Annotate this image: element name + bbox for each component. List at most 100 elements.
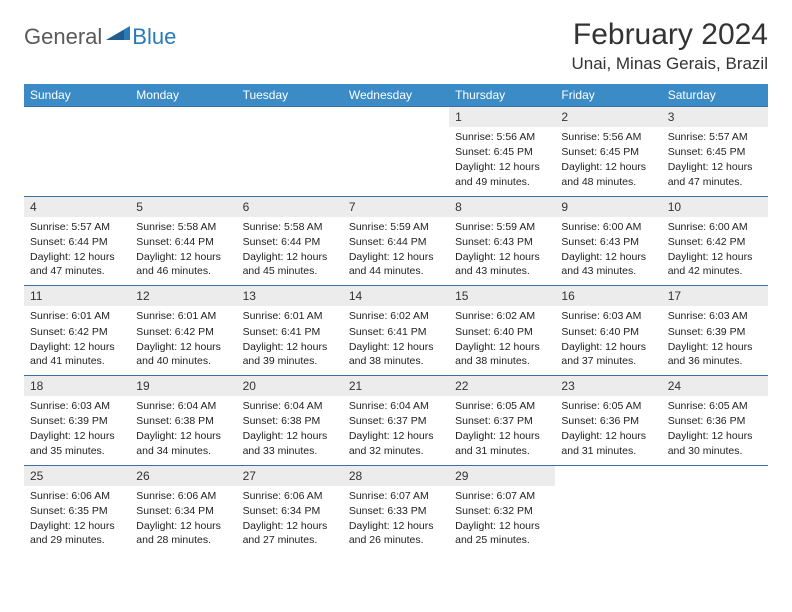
daylight-text: Daylight: 12 hours and 29 minutes. xyxy=(30,519,124,547)
sunset-text: Sunset: 6:37 PM xyxy=(455,414,549,428)
calendar-day-cell: 3Sunrise: 5:57 AMSunset: 6:45 PMDaylight… xyxy=(662,107,768,197)
sunrise-text: Sunrise: 6:03 AM xyxy=(668,309,762,323)
sunrise-text: Sunrise: 6:00 AM xyxy=(561,220,655,234)
daylight-text: Daylight: 12 hours and 33 minutes. xyxy=(243,429,337,457)
daylight-text: Daylight: 12 hours and 31 minutes. xyxy=(455,429,549,457)
sunrise-text: Sunrise: 6:04 AM xyxy=(349,399,443,413)
day-content: Sunrise: 5:56 AMSunset: 6:45 PMDaylight:… xyxy=(449,127,555,196)
daylight-text: Daylight: 12 hours and 48 minutes. xyxy=(561,160,655,188)
calendar-day-cell: 29Sunrise: 6:07 AMSunset: 6:32 PMDayligh… xyxy=(449,465,555,554)
sunset-text: Sunset: 6:45 PM xyxy=(668,145,762,159)
day-content: Sunrise: 5:57 AMSunset: 6:44 PMDaylight:… xyxy=(24,217,130,286)
day-content: Sunrise: 6:02 AMSunset: 6:40 PMDaylight:… xyxy=(449,306,555,375)
daylight-text: Daylight: 12 hours and 44 minutes. xyxy=(349,250,443,278)
calendar-week-row: 18Sunrise: 6:03 AMSunset: 6:39 PMDayligh… xyxy=(24,376,768,466)
sunrise-text: Sunrise: 5:59 AM xyxy=(455,220,549,234)
sunrise-text: Sunrise: 6:01 AM xyxy=(243,309,337,323)
calendar-day-cell xyxy=(662,465,768,554)
calendar-day-cell: 27Sunrise: 6:06 AMSunset: 6:34 PMDayligh… xyxy=(237,465,343,554)
calendar-day-cell: 25Sunrise: 6:06 AMSunset: 6:35 PMDayligh… xyxy=(24,465,130,554)
sunset-text: Sunset: 6:44 PM xyxy=(349,235,443,249)
day-content: Sunrise: 6:05 AMSunset: 6:37 PMDaylight:… xyxy=(449,396,555,465)
sunrise-text: Sunrise: 5:57 AM xyxy=(30,220,124,234)
calendar-day-cell: 24Sunrise: 6:05 AMSunset: 6:36 PMDayligh… xyxy=(662,376,768,466)
sunset-text: Sunset: 6:45 PM xyxy=(455,145,549,159)
day-content: Sunrise: 6:04 AMSunset: 6:37 PMDaylight:… xyxy=(343,396,449,465)
day-content: Sunrise: 5:58 AMSunset: 6:44 PMDaylight:… xyxy=(237,217,343,286)
day-content: Sunrise: 6:06 AMSunset: 6:35 PMDaylight:… xyxy=(24,486,130,555)
day-number: 9 xyxy=(555,197,661,217)
day-content: Sunrise: 6:03 AMSunset: 6:39 PMDaylight:… xyxy=(24,396,130,465)
calendar-week-row: 1Sunrise: 5:56 AMSunset: 6:45 PMDaylight… xyxy=(24,107,768,197)
sunset-text: Sunset: 6:39 PM xyxy=(30,414,124,428)
sunset-text: Sunset: 6:33 PM xyxy=(349,504,443,518)
weekday-header: Monday xyxy=(130,84,236,107)
weekday-header: Sunday xyxy=(24,84,130,107)
day-content: Sunrise: 6:00 AMSunset: 6:43 PMDaylight:… xyxy=(555,217,661,286)
sunrise-text: Sunrise: 6:01 AM xyxy=(136,309,230,323)
sunrise-text: Sunrise: 6:05 AM xyxy=(455,399,549,413)
day-number: 25 xyxy=(24,466,130,486)
calendar-day-cell: 20Sunrise: 6:04 AMSunset: 6:38 PMDayligh… xyxy=(237,376,343,466)
sunset-text: Sunset: 6:45 PM xyxy=(561,145,655,159)
sunrise-text: Sunrise: 5:59 AM xyxy=(349,220,443,234)
calendar-week-row: 4Sunrise: 5:57 AMSunset: 6:44 PMDaylight… xyxy=(24,196,768,286)
day-content: Sunrise: 6:00 AMSunset: 6:42 PMDaylight:… xyxy=(662,217,768,286)
sunset-text: Sunset: 6:43 PM xyxy=(455,235,549,249)
day-number: 27 xyxy=(237,466,343,486)
calendar-day-cell: 15Sunrise: 6:02 AMSunset: 6:40 PMDayligh… xyxy=(449,286,555,376)
day-number: 26 xyxy=(130,466,236,486)
sunset-text: Sunset: 6:40 PM xyxy=(455,325,549,339)
day-content: Sunrise: 6:07 AMSunset: 6:33 PMDaylight:… xyxy=(343,486,449,555)
calendar-day-cell: 6Sunrise: 5:58 AMSunset: 6:44 PMDaylight… xyxy=(237,196,343,286)
daylight-text: Daylight: 12 hours and 40 minutes. xyxy=(136,340,230,368)
sunrise-text: Sunrise: 6:03 AM xyxy=(561,309,655,323)
daylight-text: Daylight: 12 hours and 45 minutes. xyxy=(243,250,337,278)
day-number: 16 xyxy=(555,286,661,306)
daylight-text: Daylight: 12 hours and 27 minutes. xyxy=(243,519,337,547)
weekday-header: Tuesday xyxy=(237,84,343,107)
sunrise-text: Sunrise: 6:02 AM xyxy=(349,309,443,323)
day-content: Sunrise: 6:05 AMSunset: 6:36 PMDaylight:… xyxy=(662,396,768,465)
page-header: General Blue February 2024 Unai, Minas G… xyxy=(24,18,768,74)
day-content: Sunrise: 5:59 AMSunset: 6:43 PMDaylight:… xyxy=(449,217,555,286)
sunset-text: Sunset: 6:40 PM xyxy=(561,325,655,339)
day-number: 5 xyxy=(130,197,236,217)
sunset-text: Sunset: 6:44 PM xyxy=(136,235,230,249)
sunset-text: Sunset: 6:42 PM xyxy=(136,325,230,339)
calendar-day-cell xyxy=(343,107,449,197)
calendar-day-cell: 17Sunrise: 6:03 AMSunset: 6:39 PMDayligh… xyxy=(662,286,768,376)
daylight-text: Daylight: 12 hours and 38 minutes. xyxy=(455,340,549,368)
brand-text-blue: Blue xyxy=(132,24,176,50)
daylight-text: Daylight: 12 hours and 39 minutes. xyxy=(243,340,337,368)
sunrise-text: Sunrise: 5:57 AM xyxy=(668,130,762,144)
weekday-header: Thursday xyxy=(449,84,555,107)
day-number xyxy=(24,107,130,127)
sunset-text: Sunset: 6:43 PM xyxy=(561,235,655,249)
sunset-text: Sunset: 6:42 PM xyxy=(668,235,762,249)
sunrise-text: Sunrise: 5:56 AM xyxy=(561,130,655,144)
sunset-text: Sunset: 6:41 PM xyxy=(349,325,443,339)
sunset-text: Sunset: 6:38 PM xyxy=(243,414,337,428)
daylight-text: Daylight: 12 hours and 26 minutes. xyxy=(349,519,443,547)
weekday-header-row: SundayMondayTuesdayWednesdayThursdayFrid… xyxy=(24,84,768,107)
title-block: February 2024 Unai, Minas Gerais, Brazil xyxy=(571,18,768,74)
sunset-text: Sunset: 6:35 PM xyxy=(30,504,124,518)
sunrise-text: Sunrise: 5:58 AM xyxy=(243,220,337,234)
calendar-day-cell: 22Sunrise: 6:05 AMSunset: 6:37 PMDayligh… xyxy=(449,376,555,466)
daylight-text: Daylight: 12 hours and 36 minutes. xyxy=(668,340,762,368)
sunrise-text: Sunrise: 5:56 AM xyxy=(455,130,549,144)
sunrise-text: Sunrise: 6:00 AM xyxy=(668,220,762,234)
sunset-text: Sunset: 6:36 PM xyxy=(561,414,655,428)
calendar-day-cell: 18Sunrise: 6:03 AMSunset: 6:39 PMDayligh… xyxy=(24,376,130,466)
day-content: Sunrise: 6:05 AMSunset: 6:36 PMDaylight:… xyxy=(555,396,661,465)
sunset-text: Sunset: 6:42 PM xyxy=(30,325,124,339)
day-content: Sunrise: 6:04 AMSunset: 6:38 PMDaylight:… xyxy=(130,396,236,465)
day-number: 28 xyxy=(343,466,449,486)
daylight-text: Daylight: 12 hours and 43 minutes. xyxy=(455,250,549,278)
sunrise-text: Sunrise: 6:01 AM xyxy=(30,309,124,323)
sunrise-text: Sunrise: 6:05 AM xyxy=(668,399,762,413)
month-title: February 2024 xyxy=(571,18,768,52)
daylight-text: Daylight: 12 hours and 32 minutes. xyxy=(349,429,443,457)
day-content: Sunrise: 6:01 AMSunset: 6:42 PMDaylight:… xyxy=(24,306,130,375)
